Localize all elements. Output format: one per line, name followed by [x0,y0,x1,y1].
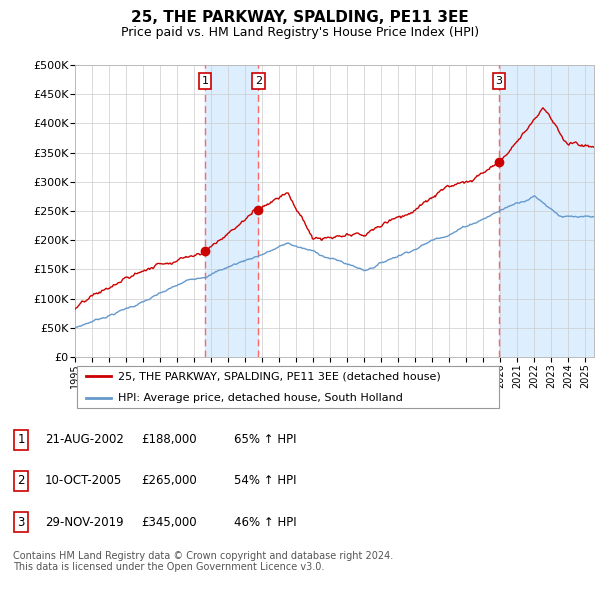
Text: 2: 2 [17,474,25,487]
Text: 10-OCT-2005: 10-OCT-2005 [45,474,122,487]
Text: £188,000: £188,000 [141,433,197,446]
Text: 3: 3 [17,516,25,529]
Text: 25, THE PARKWAY, SPALDING, PE11 3EE (detached house): 25, THE PARKWAY, SPALDING, PE11 3EE (det… [118,372,440,382]
FancyBboxPatch shape [77,366,499,408]
Text: £265,000: £265,000 [141,474,197,487]
Text: 2: 2 [255,76,262,86]
Text: 1: 1 [17,433,25,446]
Bar [205,65,259,357]
Text: 1: 1 [202,76,209,86]
Text: 54% ↑ HPI: 54% ↑ HPI [234,474,296,487]
Text: 21-AUG-2002: 21-AUG-2002 [45,433,124,446]
Text: 3: 3 [496,76,502,86]
Text: Contains HM Land Registry data © Crown copyright and database right 2024.
This d: Contains HM Land Registry data © Crown c… [13,551,394,572]
Text: £345,000: £345,000 [141,516,197,529]
Text: Price paid vs. HM Land Registry's House Price Index (HPI): Price paid vs. HM Land Registry's House … [121,26,479,39]
Text: 65% ↑ HPI: 65% ↑ HPI [234,433,296,446]
Bar [499,65,594,357]
Text: 25, THE PARKWAY, SPALDING, PE11 3EE: 25, THE PARKWAY, SPALDING, PE11 3EE [131,10,469,25]
Text: HPI: Average price, detached house, South Holland: HPI: Average price, detached house, Sout… [118,392,403,402]
Text: 29-NOV-2019: 29-NOV-2019 [45,516,124,529]
Text: 46% ↑ HPI: 46% ↑ HPI [234,516,296,529]
